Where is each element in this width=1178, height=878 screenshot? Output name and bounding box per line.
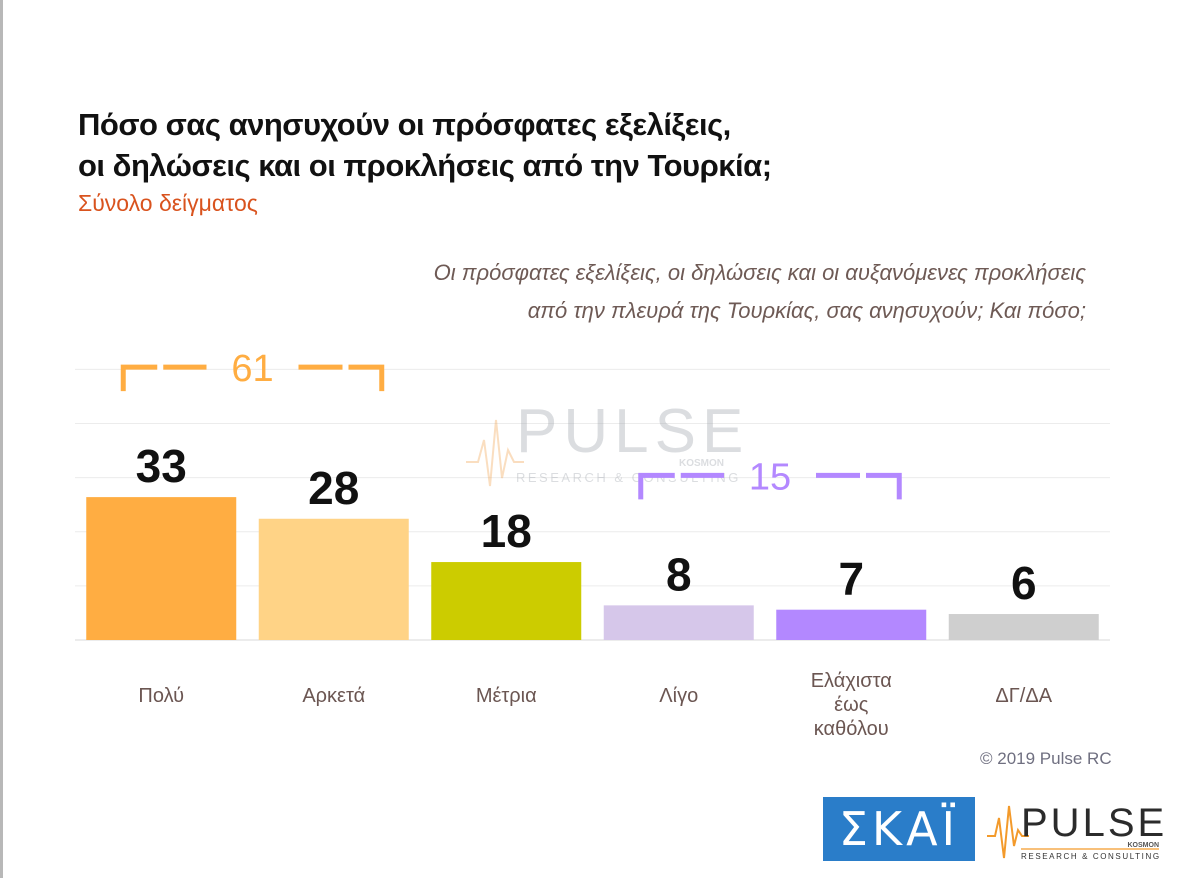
bracket-gap [674,471,681,480]
watermark-partner: KOSMON [679,458,724,469]
survey-question-line-1: Οι πρόσφατες εξελίξεις, οι δηλώσεις και … [433,260,1086,285]
category-label: Ελάχιστα [811,670,892,692]
category-label: ΔΓ/ΔΑ [995,685,1052,707]
skai-logo: ΣΚΑΪ [823,797,975,861]
page-left-border [0,0,3,878]
bar [258,518,409,640]
chart-title-line-2: οι δηλώσεις και οι προκλήσεις από την Το… [78,148,772,183]
pulse-wave-icon [987,805,1029,859]
skai-logo-text: ΣΚΑΪ [838,802,960,856]
pulse-logo-subline: RESEARCH & CONSULTING [1021,852,1161,861]
category-label: Πολύ [138,685,184,707]
bracket-gap [157,363,164,372]
group-bracket-right [816,472,902,500]
group-total-label: 61 [231,348,273,390]
value-label: 8 [666,548,692,600]
value-labels: 33 28 18 8 7 6 [136,440,1037,609]
group-bracket-right [298,364,385,392]
bar [776,609,927,640]
bar [431,562,582,640]
group-total-label: 15 [749,456,791,498]
pulse-logo-brand: PULSE [1021,801,1165,845]
chart-title: Πόσο σας ανησυχούν οι πρόσφατες εξελίξει… [78,104,978,186]
bar [86,497,237,640]
pulse-logo: PULSE KOSMON RESEARCH & CONSULTING [987,801,1165,861]
value-label: 18 [481,505,532,557]
bracket-gap [860,471,866,480]
gridlines [75,368,1110,641]
survey-question-line-2: από την πλευρά της Τουρκίας, σας ανησυχο… [527,298,1086,323]
category-label: έως [834,694,869,716]
bar [603,605,754,640]
value-label: 6 [1011,557,1037,609]
category-label: Αρκετά [302,685,365,707]
value-label: 28 [308,462,359,514]
category-label: καθόλου [814,718,889,740]
category-label: Μέτρια [476,685,537,707]
chart-title-line-1: Πόσο σας ανησυχούν οι πρόσφατες εξελίξει… [78,107,731,142]
pulse-watermark: PULSE KOSMON RESEARCH & CONSULTING [466,397,749,487]
survey-question: Οι πρόσφατες εξελίξεις, οι δηλώσεις και … [286,254,1086,330]
watermark-pulse-wave-icon [466,419,524,487]
category-label: Λίγο [659,685,698,707]
copyright-note: © 2019 Pulse RC [980,749,1112,768]
bracket-gap [342,363,349,372]
value-label: 7 [838,553,864,605]
group-brackets: 61 15 [120,348,902,500]
bar [948,614,1099,640]
value-label: 33 [136,440,187,492]
chart-subtitle: Σύνολο δείγματος [78,190,258,216]
group-bracket-left [120,364,207,392]
bars [86,497,1099,640]
group-bracket-left [638,472,724,500]
pulse-logo-partner: KOSMON [1128,842,1160,849]
watermark-brand: PULSE [516,397,749,466]
